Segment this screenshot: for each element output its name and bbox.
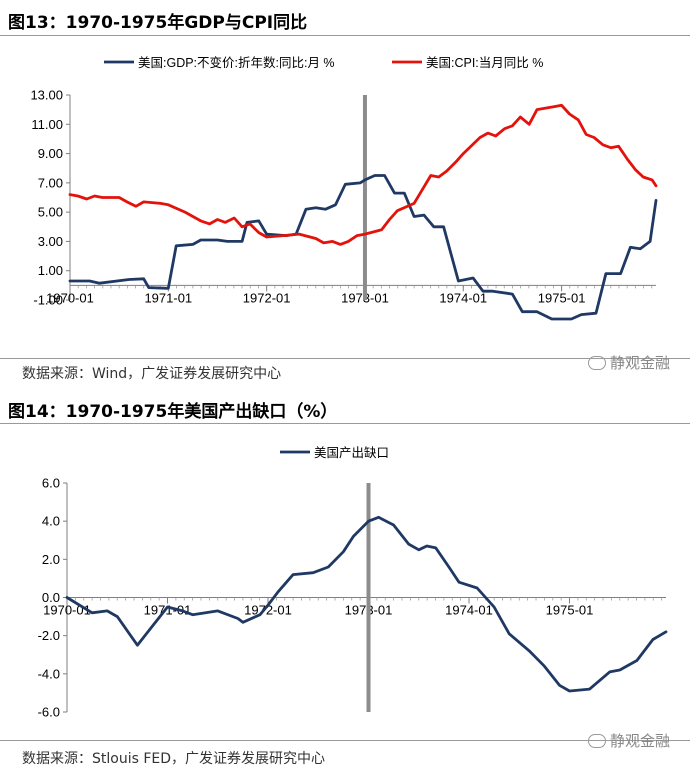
c1-x-tick-label: 1974-01 — [439, 290, 487, 305]
chart1-series — [68, 103, 658, 321]
c2-y-tick-label: 2.0 — [42, 552, 60, 567]
figure14-top-rule — [0, 423, 690, 424]
legend-output-gap-label: 美国产出缺口 — [314, 445, 389, 460]
c1-series-line-1 — [68, 103, 658, 246]
c1-x-tick-label: 1970-01 — [46, 290, 94, 305]
c1-y-tick-label: 11.00 — [31, 117, 63, 132]
c2-x-tick-label: 1975-01 — [546, 603, 594, 618]
c2-y-tick-label: -6.0 — [38, 705, 60, 720]
chart1-axes: -1.00 1.00 3.00 5.00 7.00 9.00 11.00 13.00 1970-… — [30, 88, 656, 308]
wechat-icon — [587, 355, 606, 370]
figure13-bottom-rule — [0, 358, 690, 359]
figure13-watermark-text: 静观金融 — [609, 354, 670, 372]
c2-y-tick-label: 4.0 — [42, 514, 60, 529]
c2-x-tick-label: 1971-01 — [144, 603, 192, 618]
figure13-source: 数据来源：Wind，广发证券发展研究中心 — [22, 366, 282, 382]
c1-y-tick-label: 7.00 — [38, 175, 63, 190]
chart2-axes: -6.0 -4.0 -2.0 0.0 2.0 4.0 6.0 1970-01 1971-01 19… — [38, 476, 666, 720]
figure13-top-rule — [0, 35, 690, 36]
c2-series-line-0 — [65, 515, 668, 693]
figure14-watermark: 静观金融 — [587, 730, 670, 751]
c1-y-tick-label: 3.00 — [38, 234, 63, 249]
c1-x-tick-label: 1972-01 — [243, 290, 291, 305]
c2-y-tick-label: 6.0 — [42, 476, 60, 491]
c1-y-tick-label: -1.00 — [33, 293, 63, 308]
chart1-legend: 美国:GDP:不变价:折年数:同比:月 % 美国:CPI:当月同比 % — [104, 55, 543, 70]
legend-gdp-label: 美国:GDP:不变价:折年数:同比:月 % — [138, 55, 335, 70]
figure14-bottom-rule — [0, 740, 690, 741]
c2-y-tick-label: 0.0 — [42, 590, 60, 605]
chart2-legend: 美国产出缺口 — [280, 445, 389, 460]
chart2-series — [65, 515, 668, 693]
figure14-source: 数据来源：Stlouis FED，广发证券发展研究中心 — [22, 751, 326, 767]
c2-y-tick-label: -2.0 — [38, 628, 60, 643]
c1-y-tick-label: 5.00 — [38, 205, 63, 220]
c2-x-tick-label: 1972-01 — [244, 603, 292, 618]
c1-y-tick-label: 9.00 — [38, 146, 63, 161]
c2-y-tick-label: -4.0 — [38, 666, 60, 681]
chart-output-gap: 美国产出缺口 -6.0 -4.0 -2.0 0.0 2.0 4.0 6.0 1970-01 19… — [38, 445, 668, 720]
legend-cpi-label: 美国:CPI:当月同比 % — [426, 56, 543, 70]
c2-x-tick-label: 1970-01 — [43, 603, 91, 618]
c1-x-tick-label: 1971-01 — [144, 290, 192, 305]
c1-x-tick-label: 1975-01 — [538, 290, 586, 305]
figure14-title: 图14：1970-1975年美国产出缺口（%） — [8, 402, 338, 422]
c1-series-line-0 — [68, 174, 658, 321]
c2-x-tick-label: 1974-01 — [445, 603, 493, 618]
figure13-watermark: 静观金融 — [587, 352, 670, 373]
c1-y-tick-label: 1.00 — [38, 263, 63, 278]
figure14-watermark-text: 静观金融 — [609, 732, 670, 750]
figure13-title: 图13：1970-1975年GDP与CPI同比 — [8, 13, 308, 33]
chart-gdp-cpi: 美国:GDP:不变价:折年数:同比:月 % 美国:CPI:当月同比 % -1.0… — [30, 55, 658, 321]
c1-y-tick-label: 13.00 — [30, 88, 63, 103]
wechat-icon — [587, 733, 606, 748]
